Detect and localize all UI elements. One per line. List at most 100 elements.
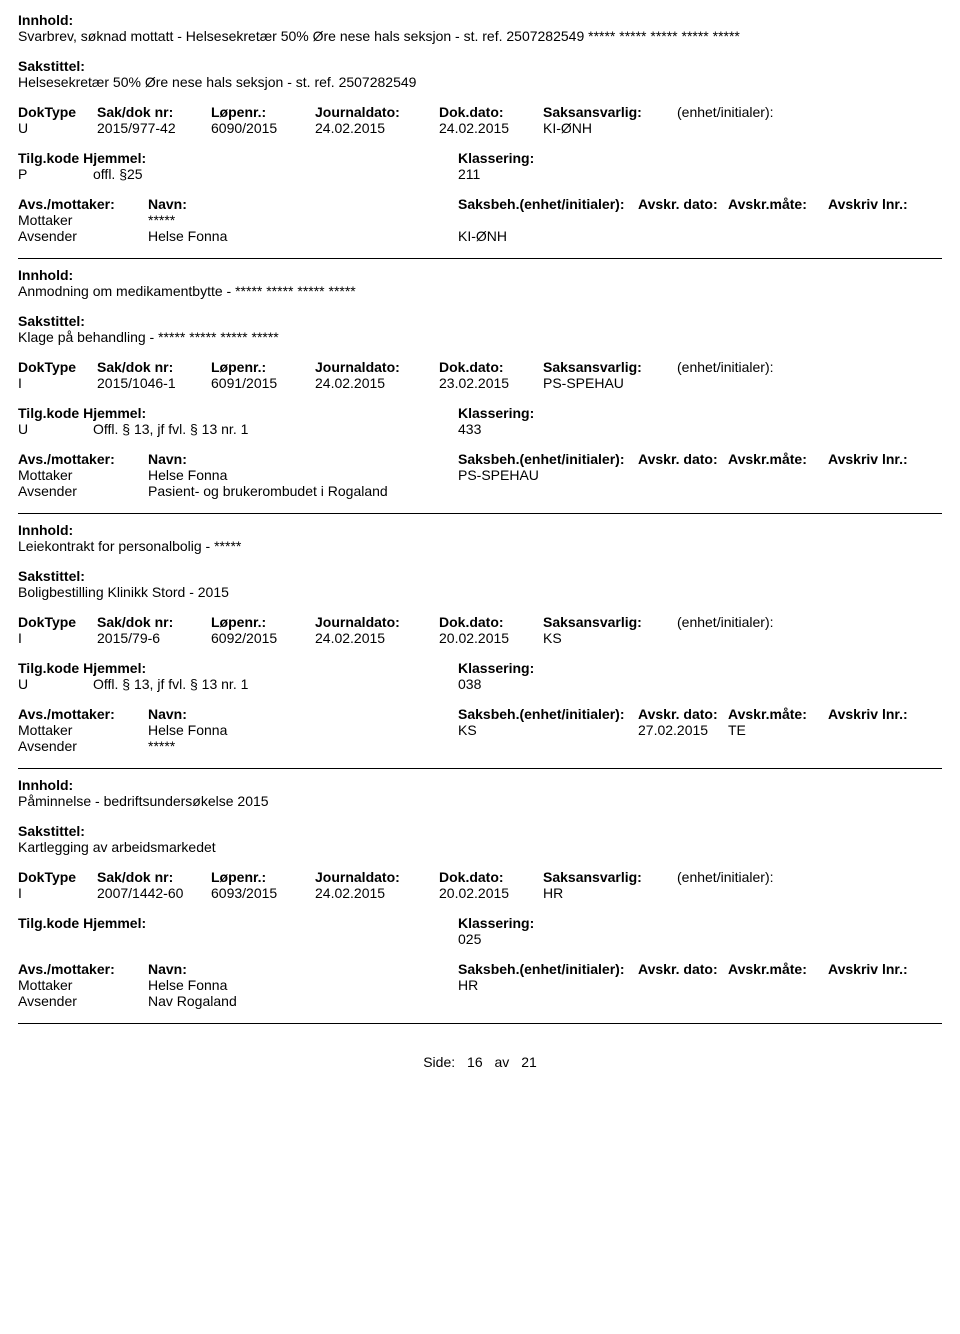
party-role: Avsender <box>18 228 148 244</box>
data-lopenr: 6091/2015 <box>211 375 311 391</box>
parties-header-navn: Navn: <box>148 451 458 467</box>
party-role: Mottaker <box>18 212 148 228</box>
header-sakdok: Sak/dok nr: <box>97 869 207 885</box>
parties-header-avsmottaker: Avs./mottaker: <box>18 451 148 467</box>
klassering-value: 211 <box>458 166 942 182</box>
party-role: Avsender <box>18 993 148 1009</box>
sakstittel-label: Sakstittel: <box>18 313 942 329</box>
parties-header-saksbeh: Saksbeh.(enhet/initialer): <box>458 196 638 212</box>
record-data-row: I2015/1046-16091/201524.02.201523.02.201… <box>18 375 942 391</box>
parties-header-saksbeh: Saksbeh.(enhet/initialer): <box>458 706 638 722</box>
header-lopenr: Løpenr.: <box>211 869 311 885</box>
header-saksansvarlig: Saksansvarlig: <box>543 614 673 630</box>
hjemmel-value: Offl. § 13, jf fvl. § 13 nr. 1 <box>93 676 458 692</box>
header-lopenr: Løpenr.: <box>211 104 311 120</box>
innhold-label: Innhold: <box>18 777 942 793</box>
parties-header-avskrmate: Avskr.måte: <box>728 706 828 722</box>
data-dokdato: 20.02.2015 <box>439 885 539 901</box>
party-role: Mottaker <box>18 467 148 483</box>
party-dato <box>638 993 728 1009</box>
data-sakdok: 2015/79-6 <box>97 630 207 646</box>
parties-header-avskrmate: Avskr.måte: <box>728 196 828 212</box>
party-mate <box>728 467 828 483</box>
tilg-klass-header: Tilg.kode Hjemmel:Klassering: <box>18 150 942 166</box>
tilgkode-value: U <box>18 676 93 692</box>
innhold-label: Innhold: <box>18 522 942 538</box>
header-journaldato: Journaldato: <box>315 359 435 375</box>
parties-header-saksbeh: Saksbeh.(enhet/initialer): <box>458 961 638 977</box>
party-dato <box>638 977 728 993</box>
party-dato <box>638 483 728 499</box>
tilg-klass-data: UOffl. § 13, jf fvl. § 13 nr. 1038 <box>18 676 942 692</box>
record-header-row: DokTypeSak/dok nr:Løpenr.:Journaldato:Do… <box>18 614 942 630</box>
party-row: AvsenderHelse FonnaKI-ØNH <box>18 228 942 244</box>
data-lopenr: 6092/2015 <box>211 630 311 646</box>
header-saksansvarlig: Saksansvarlig: <box>543 869 673 885</box>
party-role: Mottaker <box>18 722 148 738</box>
record-data-row: I2007/1442-606093/201524.02.201520.02.20… <box>18 885 942 901</box>
record-header-row: DokTypeSak/dok nr:Løpenr.:Journaldato:Do… <box>18 104 942 120</box>
parties-header-avskrdato: Avskr. dato: <box>638 961 728 977</box>
footer-side-label: Side: <box>423 1054 455 1070</box>
data-journaldato: 24.02.2015 <box>315 375 435 391</box>
party-row: AvsenderNav Rogaland <box>18 993 942 1009</box>
header-saksansvarlig: Saksansvarlig: <box>543 359 673 375</box>
data-sakdok: 2007/1442-60 <box>97 885 207 901</box>
party-navn: Helse Fonna <box>148 722 458 738</box>
party-dato: 27.02.2015 <box>638 722 728 738</box>
tilg-klass-data: Poffl. §25211 <box>18 166 942 182</box>
party-mate <box>728 228 828 244</box>
party-row: MottakerHelse FonnaPS-SPEHAU <box>18 467 942 483</box>
hjemmel-label: Hjemmel: <box>83 405 146 421</box>
klassering-label: Klassering: <box>458 915 942 931</box>
sakstittel-text: Kartlegging av arbeidsmarkedet <box>18 839 942 855</box>
hjemmel-value <box>93 931 458 947</box>
party-role: Avsender <box>18 483 148 499</box>
data-journaldato: 24.02.2015 <box>315 885 435 901</box>
party-mate <box>728 212 828 228</box>
party-saksbeh <box>458 483 638 499</box>
party-role: Avsender <box>18 738 148 754</box>
party-mate <box>728 977 828 993</box>
data-sakdok: 2015/977-42 <box>97 120 207 136</box>
innhold-text: Leiekontrakt for personalbolig - ***** <box>18 538 942 554</box>
header-journaldato: Journaldato: <box>315 614 435 630</box>
header-enhet: (enhet/initialer): <box>677 104 942 120</box>
header-dokdato: Dok.dato: <box>439 614 539 630</box>
party-mate <box>728 993 828 1009</box>
header-dokdato: Dok.dato: <box>439 359 539 375</box>
klassering-value: 433 <box>458 421 942 437</box>
header-saksansvarlig: Saksansvarlig: <box>543 104 673 120</box>
tilg-klass-header: Tilg.kode Hjemmel:Klassering: <box>18 915 942 931</box>
hjemmel-value: offl. §25 <box>93 166 458 182</box>
parties-header-avskrivlnr: Avskriv lnr.: <box>828 706 942 722</box>
party-saksbeh: KS <box>458 722 638 738</box>
sakstittel-label: Sakstittel: <box>18 58 942 74</box>
party-row: MottakerHelse FonnaKS27.02.2015TE <box>18 722 942 738</box>
party-navn: Helse Fonna <box>148 467 458 483</box>
tilg-klass-data: 025 <box>18 931 942 947</box>
party-navn: Nav Rogaland <box>148 993 458 1009</box>
sakstittel-text: Klage på behandling - ***** ***** ***** … <box>18 329 942 345</box>
record-data-row: U2015/977-426090/201524.02.201524.02.201… <box>18 120 942 136</box>
header-enhet: (enhet/initialer): <box>677 614 942 630</box>
sakstittel-label: Sakstittel: <box>18 568 942 584</box>
party-navn: Pasient- og brukerombudet i Rogaland <box>148 483 458 499</box>
party-mate <box>728 483 828 499</box>
parties-header-navn: Navn: <box>148 196 458 212</box>
header-journaldato: Journaldato: <box>315 104 435 120</box>
tilgkode-label: Tilg.kode <box>18 660 79 676</box>
parties-header-navn: Navn: <box>148 706 458 722</box>
footer-page: 16 <box>467 1054 483 1070</box>
header-doktype: DokType <box>18 614 93 630</box>
parties-header-avskrdato: Avskr. dato: <box>638 196 728 212</box>
tilg-klass-header: Tilg.kode Hjemmel:Klassering: <box>18 660 942 676</box>
party-saksbeh: KI-ØNH <box>458 228 638 244</box>
journal-record: Innhold:Svarbrev, søknad mottatt - Helse… <box>18 12 942 259</box>
sakstittel-text: Helsesekretær 50% Øre nese hals seksjon … <box>18 74 942 90</box>
party-navn: ***** <box>148 738 458 754</box>
header-doktype: DokType <box>18 104 93 120</box>
parties-header-avskrdato: Avskr. dato: <box>638 706 728 722</box>
party-navn: Helse Fonna <box>148 228 458 244</box>
tilgkode-value: U <box>18 421 93 437</box>
